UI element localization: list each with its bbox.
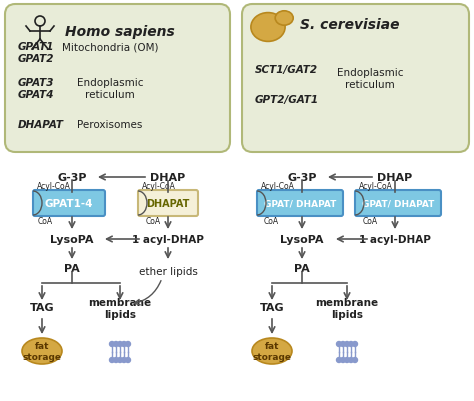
Circle shape bbox=[340, 342, 346, 346]
Text: ether lipids: ether lipids bbox=[138, 266, 198, 276]
Text: membrane
lipids: membrane lipids bbox=[315, 298, 379, 319]
Text: membrane
lipids: membrane lipids bbox=[89, 298, 152, 319]
Text: GPAT/ DHAPAT: GPAT/ DHAPAT bbox=[264, 199, 336, 208]
FancyBboxPatch shape bbox=[242, 5, 469, 153]
Circle shape bbox=[109, 358, 115, 363]
Text: GPAT1-4: GPAT1-4 bbox=[45, 198, 93, 209]
Text: 1 acyl-DHAP: 1 acyl-DHAP bbox=[132, 235, 204, 244]
Circle shape bbox=[121, 358, 127, 363]
Ellipse shape bbox=[251, 14, 285, 42]
Text: Mitochondria (OM): Mitochondria (OM) bbox=[62, 42, 158, 52]
FancyBboxPatch shape bbox=[257, 190, 343, 217]
Text: Endoplasmic
reticulum: Endoplasmic reticulum bbox=[77, 78, 143, 99]
Circle shape bbox=[126, 342, 130, 346]
Text: LysoPA: LysoPA bbox=[50, 235, 94, 244]
Circle shape bbox=[113, 358, 118, 363]
Text: S. cerevisiae: S. cerevisiae bbox=[300, 18, 400, 32]
Circle shape bbox=[337, 358, 341, 363]
Text: DHAPAT: DHAPAT bbox=[18, 120, 64, 130]
Text: Acyl-CoA: Acyl-CoA bbox=[37, 182, 71, 190]
Circle shape bbox=[337, 342, 341, 346]
Text: GPT2/GAT1: GPT2/GAT1 bbox=[255, 95, 319, 105]
Circle shape bbox=[345, 342, 349, 346]
Circle shape bbox=[345, 358, 349, 363]
Circle shape bbox=[353, 358, 357, 363]
Circle shape bbox=[118, 342, 122, 346]
Text: CoA: CoA bbox=[363, 217, 378, 225]
Text: GPAT/ DHAPAT: GPAT/ DHAPAT bbox=[362, 199, 434, 208]
FancyBboxPatch shape bbox=[138, 190, 198, 217]
Text: Homo sapiens: Homo sapiens bbox=[65, 25, 175, 39]
Text: TAG: TAG bbox=[30, 302, 55, 312]
Text: CoA: CoA bbox=[38, 217, 53, 225]
Text: GPAT3
GPAT4: GPAT3 GPAT4 bbox=[18, 78, 55, 99]
Text: Peroxisomes: Peroxisomes bbox=[77, 120, 143, 130]
Ellipse shape bbox=[22, 338, 62, 364]
Circle shape bbox=[348, 342, 354, 346]
FancyBboxPatch shape bbox=[355, 190, 441, 217]
Text: Acyl-CoA: Acyl-CoA bbox=[359, 182, 393, 190]
Ellipse shape bbox=[252, 338, 292, 364]
Text: PA: PA bbox=[294, 263, 310, 273]
Text: 1 acyl-DHAP: 1 acyl-DHAP bbox=[359, 235, 431, 244]
Ellipse shape bbox=[275, 12, 293, 26]
Circle shape bbox=[118, 358, 122, 363]
Text: DHAP: DHAP bbox=[377, 172, 413, 182]
Text: fat
storage: fat storage bbox=[253, 341, 292, 361]
FancyBboxPatch shape bbox=[33, 190, 105, 217]
Text: Acyl-CoA: Acyl-CoA bbox=[261, 182, 295, 190]
Text: Endoplasmic
reticulum: Endoplasmic reticulum bbox=[337, 68, 403, 89]
Text: TAG: TAG bbox=[260, 302, 284, 312]
Text: G-3P: G-3P bbox=[57, 172, 87, 182]
FancyBboxPatch shape bbox=[5, 5, 230, 153]
Text: PA: PA bbox=[64, 263, 80, 273]
Text: CoA: CoA bbox=[146, 217, 161, 225]
Text: fat
storage: fat storage bbox=[22, 341, 62, 361]
Text: G-3P: G-3P bbox=[287, 172, 317, 182]
Text: DHAP: DHAP bbox=[150, 172, 186, 182]
Circle shape bbox=[348, 358, 354, 363]
Circle shape bbox=[109, 342, 115, 346]
Text: SCT1/GAT2: SCT1/GAT2 bbox=[255, 65, 318, 75]
Text: Acyl-CoA: Acyl-CoA bbox=[142, 182, 176, 190]
Circle shape bbox=[121, 342, 127, 346]
Text: DHAPAT: DHAPAT bbox=[146, 198, 190, 209]
Text: CoA: CoA bbox=[264, 217, 279, 225]
Circle shape bbox=[113, 342, 118, 346]
Circle shape bbox=[126, 358, 130, 363]
Text: GPAT1
GPAT2: GPAT1 GPAT2 bbox=[18, 42, 55, 63]
Circle shape bbox=[340, 358, 346, 363]
Text: LysoPA: LysoPA bbox=[280, 235, 324, 244]
Circle shape bbox=[353, 342, 357, 346]
